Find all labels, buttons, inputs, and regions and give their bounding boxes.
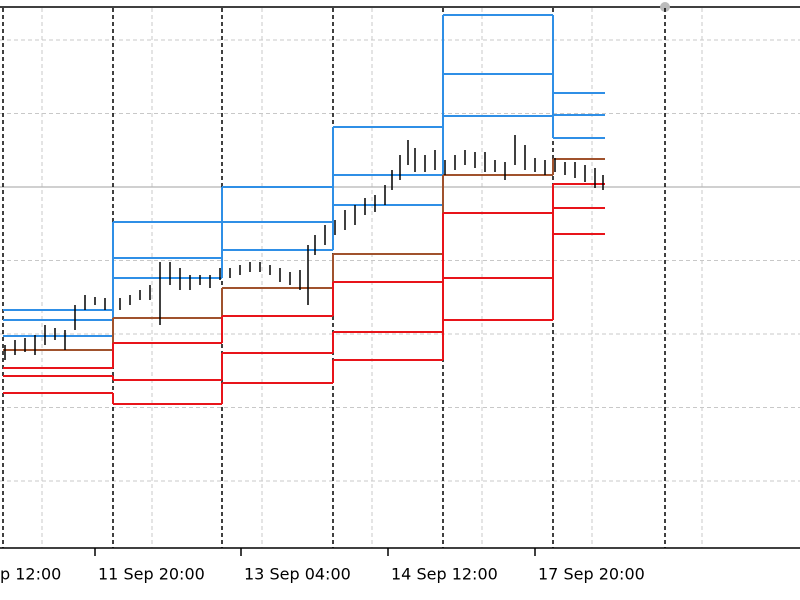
x-tick-label: 11 Sep 20:00 [98,565,205,584]
x-tick-label: 13 Sep 04:00 [244,565,351,584]
x-tick-label: 14 Sep 12:00 [391,565,498,584]
x-tick-label: 17 Sep 20:00 [538,565,645,584]
marker-dot [660,2,670,12]
x-tick-label: p 12:00 [0,565,61,584]
